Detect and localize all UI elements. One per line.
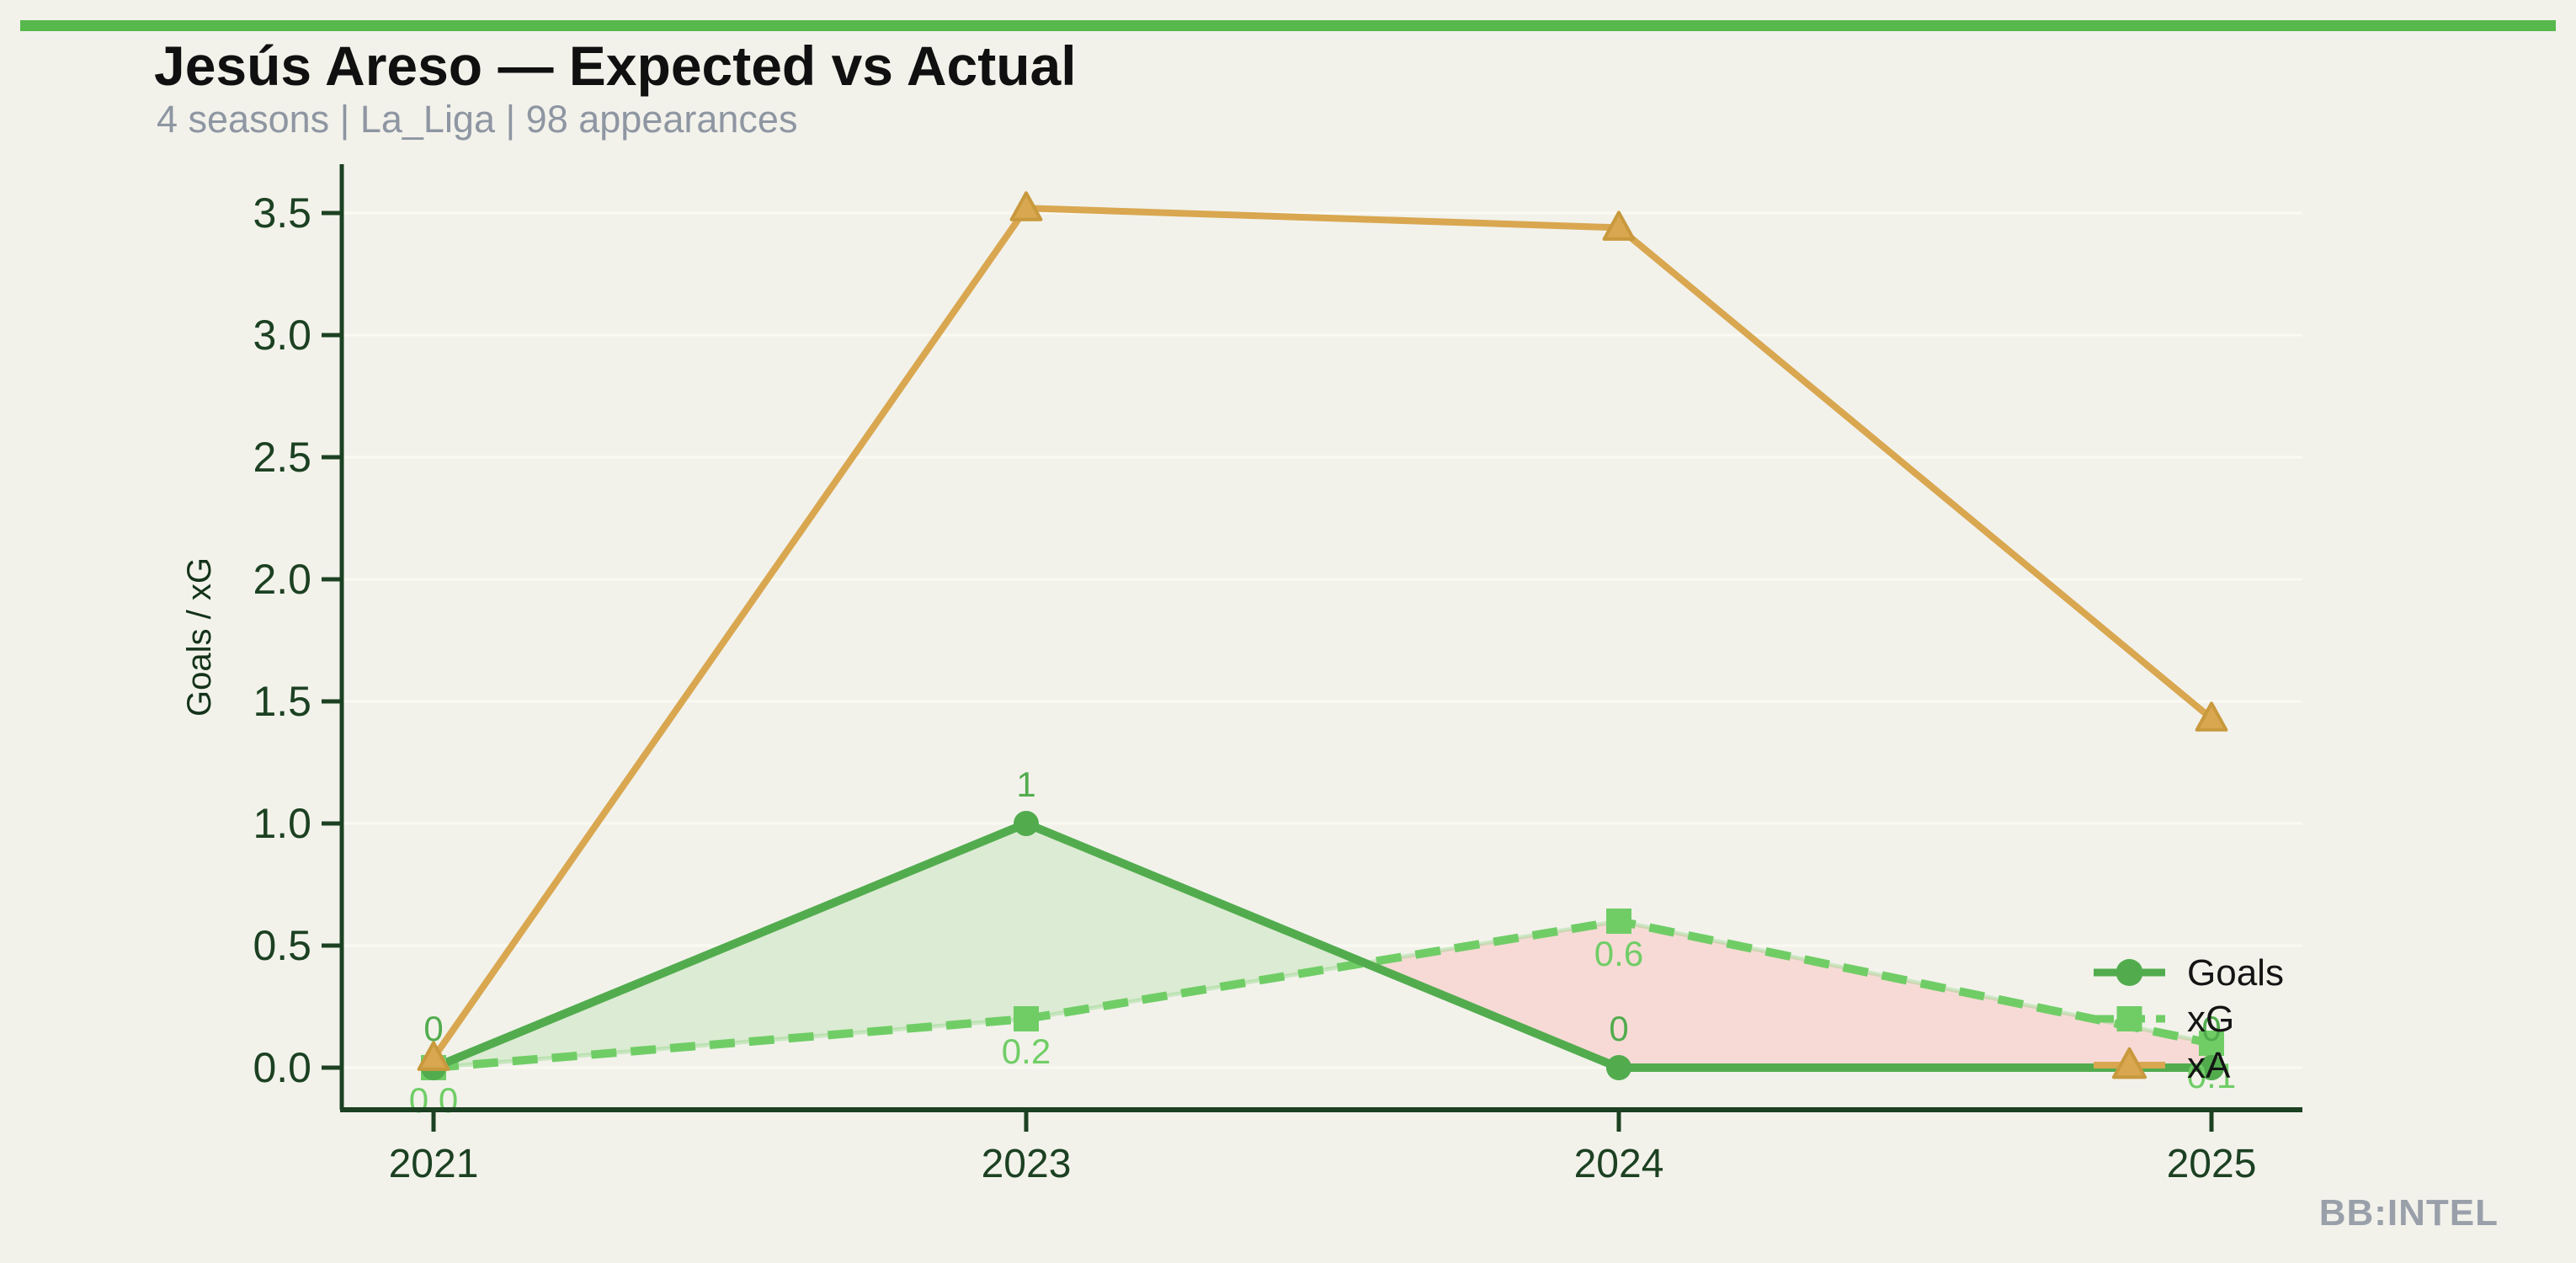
xg-marker xyxy=(1014,1006,1039,1031)
legend-xa-marker xyxy=(2111,1047,2148,1079)
accent-bar xyxy=(20,20,2556,31)
watermark-logo: BB:INTEL xyxy=(2318,1192,2499,1234)
xa-marker xyxy=(1602,210,1636,241)
goals-value-label: 1 xyxy=(1016,765,1035,804)
page-subtitle: 4 seasons | La_Liga | 98 appearances xyxy=(157,98,798,141)
legend-item-xg xyxy=(2094,1006,2165,1031)
legend-item-goals xyxy=(2094,959,2165,986)
goals-value-label: 0 xyxy=(423,1009,443,1048)
underperformance-fill xyxy=(1365,921,2211,1068)
xa-marker xyxy=(417,1041,450,1071)
y-tick-label: 3.5 xyxy=(253,189,311,237)
legend-label: xA xyxy=(2187,1045,2231,1086)
legend-goals-marker xyxy=(2116,959,2143,986)
xg-marker xyxy=(2199,1031,2224,1056)
goals-marker xyxy=(1606,1055,1631,1080)
legend-xg-marker xyxy=(2116,1006,2142,1031)
y-axis-title: Goals / xG xyxy=(181,557,218,717)
goals-value-label: 0 xyxy=(2201,1009,2221,1048)
goals-line xyxy=(429,819,2216,1072)
xa-marker xyxy=(1009,191,1043,221)
y-tick-label: 2.5 xyxy=(253,434,311,481)
xg-line xyxy=(433,917,2213,1072)
goals-marker xyxy=(1014,811,1039,836)
xg-value-label: 0.2 xyxy=(1002,1031,1051,1071)
y-tick-label: 3.0 xyxy=(253,312,311,359)
goals-marker xyxy=(2199,1055,2224,1080)
y-tick-label: 2.0 xyxy=(253,556,311,603)
y-tick-label: 0.5 xyxy=(253,922,311,969)
x-tick-label: 2023 xyxy=(982,1142,1072,1186)
y-tick-label: 1.5 xyxy=(253,678,311,725)
xg-marker xyxy=(1606,909,1631,934)
xa-line xyxy=(430,205,2215,1062)
x-tick-label: 2025 xyxy=(2167,1142,2257,1186)
legend-label: xG xyxy=(2187,999,2234,1040)
legend-item-xa xyxy=(2094,1047,2165,1079)
legend-label: Goals xyxy=(2187,952,2284,994)
xg-value-label: 0.6 xyxy=(1594,934,1643,973)
x-tick-label: 2021 xyxy=(389,1142,479,1186)
overperformance-fill xyxy=(434,823,1365,1068)
page-title: Jesús Areso — Expected vs Actual xyxy=(154,35,1077,97)
x-tick-label: 2024 xyxy=(1574,1142,1664,1186)
xa-marker xyxy=(2195,701,2228,732)
y-tick-label: 1.0 xyxy=(253,800,311,847)
xg-value-label: 0.1 xyxy=(2187,1056,2236,1095)
goals-value-label: 0 xyxy=(1609,1009,1628,1048)
y-tick-label: 0.0 xyxy=(253,1044,311,1091)
